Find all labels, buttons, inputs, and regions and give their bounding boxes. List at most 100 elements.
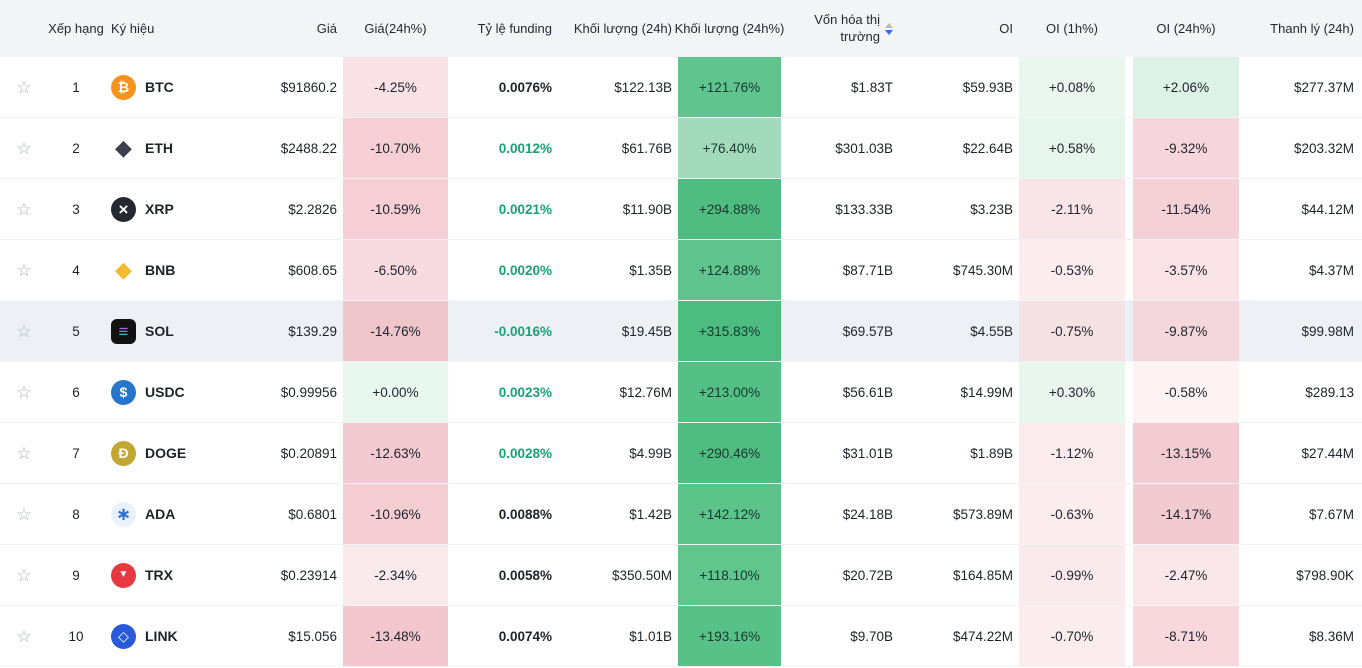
open-interest-cell: $4.55B <box>970 323 1013 339</box>
coin-icon-glyph: Ð <box>118 445 129 461</box>
table-row[interactable]: ☆ 1 ₿ BTC $91860.2 -4.25% 0.0076% $122.1… <box>0 57 1362 118</box>
volume-change-24h-cell: +213.00% <box>678 362 781 422</box>
symbol-cell[interactable]: ▼ TRX <box>104 545 249 605</box>
star-icon[interactable]: ☆ <box>16 199 32 219</box>
symbol-cell[interactable]: ≡ SOL <box>104 301 249 361</box>
table-row[interactable]: ☆ 5 ≡ SOL $139.29 -14.76% -0.0016% $19.4… <box>0 301 1362 362</box>
price-cell: $0.99956 <box>280 384 337 400</box>
open-interest-cell: $22.64B <box>962 140 1013 156</box>
symbol-cell[interactable]: × XRP <box>104 179 249 239</box>
oi-1h-cell: -0.70% <box>1019 606 1125 666</box>
table-row[interactable]: ☆ 3 × XRP $2.2826 -10.59% 0.0021% $11.90… <box>0 179 1362 240</box>
volume-change-24h-cell: +76.40% <box>678 118 781 178</box>
open-interest-cell: $14.99M <box>960 384 1013 400</box>
coin-icon: ≡ <box>111 318 136 344</box>
favorite-cell: ☆ <box>0 423 48 483</box>
symbol-cell[interactable]: ◆ ETH <box>104 118 249 178</box>
column-gap <box>1125 484 1133 544</box>
header-rank[interactable]: Xếp hạng <box>48 21 104 36</box>
market-cap-cell: $69.57B <box>842 323 893 339</box>
oi-1h-cell: +0.30% <box>1019 362 1125 422</box>
table-row[interactable]: ☆ 4 ◆ BNB $608.65 -6.50% 0.0020% $1.35B … <box>0 240 1362 301</box>
funding-rate-cell: 0.0076% <box>498 79 552 95</box>
column-gap <box>1125 545 1133 605</box>
header-market-cap-label: Vốn hóa thị trường <box>814 11 880 44</box>
symbol-cell[interactable]: $ USDC <box>104 362 249 422</box>
star-icon[interactable]: ☆ <box>16 77 32 97</box>
volume-24h-cell: $12.76M <box>619 384 672 400</box>
symbol-cell[interactable]: ∗ ADA <box>104 484 249 544</box>
price-change-24h-cell: -10.96% <box>343 484 448 544</box>
oi-24h-cell: -3.57% <box>1133 240 1239 300</box>
star-icon[interactable]: ☆ <box>16 565 32 585</box>
open-interest-cell: $745.30M <box>952 262 1013 278</box>
price-cell: $2.2826 <box>288 201 337 217</box>
header-price-change-24h[interactable]: Giá(24h%) <box>364 21 427 36</box>
market-cap-cell: $20.72B <box>842 567 893 583</box>
symbol-cell[interactable]: Ð DOGE <box>104 423 249 483</box>
star-icon[interactable]: ☆ <box>16 443 32 463</box>
header-symbol[interactable]: Ký hiệu <box>111 21 155 36</box>
table-row[interactable]: ☆ 9 ▼ TRX $0.23914 -2.34% 0.0058% $350.5… <box>0 545 1362 606</box>
oi-1h-cell: -1.12% <box>1019 423 1125 483</box>
header-price[interactable]: Giá <box>316 21 337 36</box>
price-change-24h-cell: -6.50% <box>343 240 448 300</box>
price-change-24h-cell: -13.48% <box>343 606 448 666</box>
coin-icon: ◆ <box>111 258 136 283</box>
rank-cell: 8 <box>72 506 80 522</box>
header-volume-change-24h[interactable]: Khối lượng (24h%) <box>674 21 785 36</box>
oi-1h-cell: -2.11% <box>1019 179 1125 239</box>
coin-icon-glyph: ∗ <box>115 504 132 524</box>
coin-icon-glyph: ₿ <box>117 79 130 95</box>
star-icon[interactable]: ☆ <box>16 321 32 341</box>
header-volume-24h[interactable]: Khối lượng (24h) <box>573 21 672 36</box>
star-icon[interactable]: ☆ <box>16 138 32 158</box>
volume-24h-cell: $11.90B <box>622 201 672 217</box>
price-change-24h-cell: -10.70% <box>343 118 448 178</box>
coin-ticker: SOL <box>145 323 174 339</box>
table-row[interactable]: ☆ 8 ∗ ADA $0.6801 -10.96% 0.0088% $1.42B… <box>0 484 1362 545</box>
favorite-cell: ☆ <box>0 545 48 605</box>
coin-ticker: ETH <box>145 140 173 156</box>
header-oi-24h[interactable]: OI (24h%) <box>1156 21 1216 36</box>
market-cap-cell: $31.01B <box>842 445 893 461</box>
oi-1h-cell: -0.75% <box>1019 301 1125 361</box>
open-interest-cell: $474.22M <box>952 628 1013 644</box>
header-open-interest[interactable]: OI <box>999 21 1013 36</box>
rank-cell: 9 <box>72 567 80 583</box>
funding-rate-cell: 0.0020% <box>498 262 552 278</box>
header-oi-1h[interactable]: OI (1h%) <box>1045 21 1098 36</box>
table-header: Xếp hạng Ký hiệu Giá Giá(24h%) Tỷ lệ fun… <box>0 0 1362 57</box>
favorite-cell: ☆ <box>0 240 48 300</box>
sort-desc-icon <box>885 29 893 35</box>
oi-24h-cell: -9.32% <box>1133 118 1239 178</box>
star-icon[interactable]: ☆ <box>16 260 32 280</box>
oi-24h-cell: +2.06% <box>1133 57 1239 117</box>
favorite-cell: ☆ <box>0 57 48 117</box>
table-row[interactable]: ☆ 6 $ USDC $0.99956 +0.00% 0.0023% $12.7… <box>0 362 1362 423</box>
coin-icon: × <box>111 196 136 222</box>
price-cell: $0.23914 <box>280 567 337 583</box>
price-cell: $91860.2 <box>280 79 337 95</box>
sort-icon[interactable] <box>885 22 893 35</box>
liquidation-24h-cell: $27.44M <box>1301 445 1354 461</box>
symbol-cell[interactable]: ◆ BNB <box>104 240 249 300</box>
star-icon[interactable]: ☆ <box>16 382 32 402</box>
table-row[interactable]: ☆ 7 Ð DOGE $0.20891 -12.63% 0.0028% $4.9… <box>0 423 1362 484</box>
coin-icon-glyph: ◇ <box>118 628 129 644</box>
symbol-cell[interactable]: ₿ BTC <box>104 57 249 117</box>
oi-1h-cell: -0.63% <box>1019 484 1125 544</box>
coin-ticker: BTC <box>145 79 174 95</box>
star-icon[interactable]: ☆ <box>16 504 32 524</box>
header-funding-rate[interactable]: Tỷ lệ funding <box>477 21 552 36</box>
header-market-cap[interactable]: Vốn hóa thị trường <box>781 0 899 57</box>
table-row[interactable]: ☆ 10 ◇ LINK $15.056 -13.48% 0.0074% $1.0… <box>0 606 1362 667</box>
table-row[interactable]: ☆ 2 ◆ ETH $2488.22 -10.70% 0.0012% $61.7… <box>0 118 1362 179</box>
open-interest-cell: $1.89B <box>970 445 1013 461</box>
oi-24h-cell: -11.54% <box>1133 179 1239 239</box>
header-liquidation-24h[interactable]: Thanh lý (24h) <box>1270 21 1354 36</box>
star-icon[interactable]: ☆ <box>16 626 32 646</box>
symbol-cell[interactable]: ◇ LINK <box>104 606 249 666</box>
open-interest-cell: $3.23B <box>970 201 1013 217</box>
